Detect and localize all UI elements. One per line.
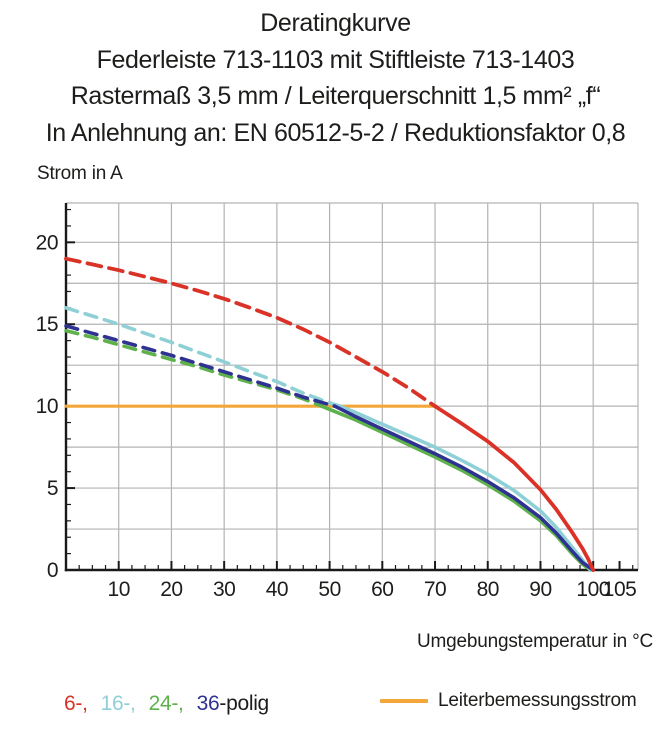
legend-item-24-polig: 24-, <box>148 692 184 715</box>
legend-item-16-polig: 16-, <box>100 692 136 715</box>
chart-title-line4: In Anlehnung an: EN 60512-5-2 / Reduktio… <box>45 118 626 147</box>
curve-16-polig-dashed <box>64 306 342 409</box>
y-tick-label: 0 <box>47 559 58 582</box>
legend-item-36-polig: 36 <box>196 692 220 715</box>
y-tick-label: 15 <box>36 313 58 336</box>
curve-6-polig-dashed <box>64 256 437 409</box>
y-axis-title: Strom in A <box>37 163 123 184</box>
legend-item-6-polig: 6-, <box>64 692 88 715</box>
x-tick-label: 20 <box>160 578 182 601</box>
legend-poly-items: 6-, 16-, 24-, 36 -polig <box>64 692 269 716</box>
legend-rated-current: Leiterbemessungsstrom <box>380 688 637 714</box>
curve-36-polig-dashed <box>64 324 337 409</box>
y-tick-label: 20 <box>36 231 58 254</box>
rated-current-label: Leiterbemessungsstrom <box>438 690 637 711</box>
chart-title-line2: Federleiste 713-1103 mit Stiftleiste 713… <box>96 45 575 74</box>
chart-title-line1: Deratingkurve <box>260 9 411 37</box>
x-tick-label: 10 <box>108 578 130 601</box>
rated-current-line-swatch <box>380 699 428 703</box>
x-tick-label: 60 <box>371 578 393 601</box>
chart-title-block: Deratingkurve Federleiste 713-1103 mit S… <box>0 5 671 151</box>
curve-16-polig-solid <box>338 404 593 572</box>
y-tick-label: 10 <box>36 395 58 418</box>
y-tick-label: 5 <box>47 477 58 500</box>
curve-24-polig-dashed <box>64 328 324 409</box>
curve-36-polig-solid <box>333 404 596 572</box>
x-tick-label: 90 <box>529 578 551 601</box>
x-tick-label: 40 <box>266 578 288 601</box>
x-tick-label: 80 <box>477 578 499 601</box>
legend: 6-, 16-, 24-, 36 -polig <box>64 688 654 720</box>
legend-suffix-polig: -polig <box>219 692 269 715</box>
x-tick-label: 70 <box>424 578 446 601</box>
curve-6-polig-solid <box>433 404 596 572</box>
x-tick-label: 105 <box>603 578 637 601</box>
x-axis-title: Umgebungstemperatur in °C <box>417 631 653 652</box>
x-tick-label: 30 <box>213 578 235 601</box>
x-tick-label: 100 <box>576 578 610 601</box>
x-tick-label: 50 <box>318 578 340 601</box>
chart-title-line3: Rastermaß 3,5 mm / Leiterquerschnitt 1,5… <box>70 82 601 110</box>
